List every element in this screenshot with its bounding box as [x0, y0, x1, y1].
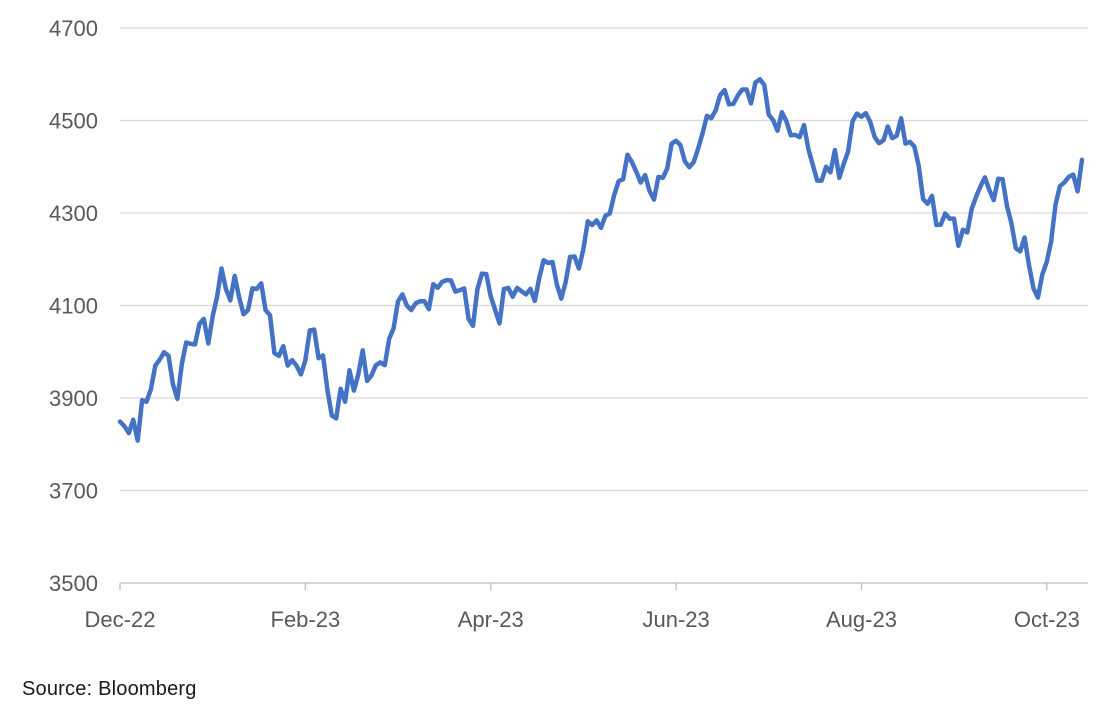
x-tick-label: Aug-23: [826, 607, 897, 632]
x-tick-label: Feb-23: [271, 607, 341, 632]
x-tick-label: Apr-23: [458, 607, 524, 632]
y-tick-label: 3700: [49, 479, 98, 504]
y-tick-label: 3900: [49, 386, 98, 411]
source-caption: Source: Bloomberg: [22, 678, 197, 700]
x-tick-label: Jun-23: [642, 607, 709, 632]
line-chart: 3500 3700 3900 4100 4300 4500 4700 Dec-22 Feb-23…: [49, 16, 1088, 632]
x-tick-label: Oct-23: [1014, 607, 1080, 632]
y-tick-label: 3500: [49, 571, 98, 596]
price-line: [117, 77, 1085, 443]
x-tick-label: Dec-22: [85, 607, 156, 632]
chart-canvas: 3500 3700 3900 4100 4300 4500 4700 Dec-22 Feb-23…: [49, 16, 1088, 632]
y-tick-label: 4700: [49, 16, 98, 41]
y-tick-label: 4300: [49, 201, 98, 226]
y-tick-label: 4100: [49, 294, 98, 319]
y-tick-label: 4500: [49, 109, 98, 134]
